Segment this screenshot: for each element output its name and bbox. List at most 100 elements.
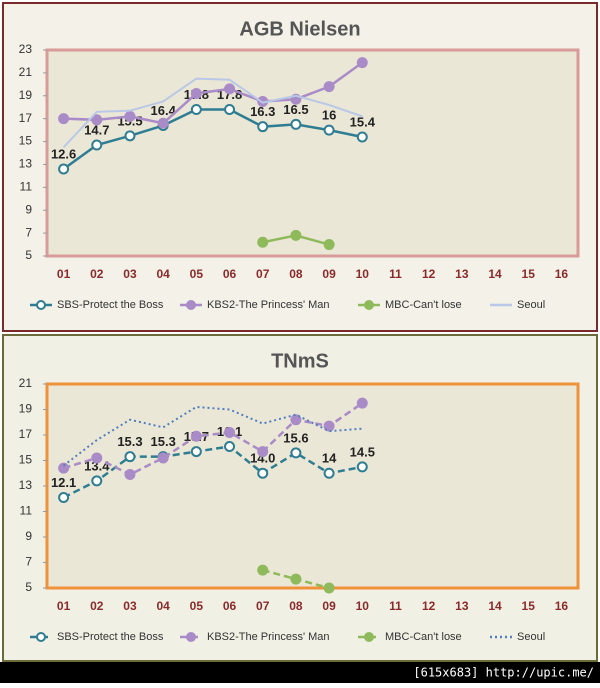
data-point [290, 229, 302, 241]
data-point [356, 131, 368, 143]
data-label: 14.7 [84, 122, 109, 137]
x-tick-label: 01 [57, 599, 71, 613]
data-label: 16 [322, 108, 336, 123]
data-point [91, 114, 103, 126]
data-point [91, 475, 103, 487]
data-point [290, 573, 302, 585]
data-point [124, 451, 136, 463]
x-tick-label: 04 [156, 599, 170, 613]
x-tick-label: 15 [522, 267, 536, 281]
data-point [356, 57, 368, 69]
data-label: 12.6 [51, 146, 76, 161]
data-point [290, 118, 302, 130]
x-tick-label: 11 [389, 599, 402, 613]
data-point [224, 83, 236, 95]
series-line [62, 108, 363, 171]
data-point [190, 446, 202, 458]
x-tick-label: 14 [488, 267, 502, 281]
x-tick-label: 16 [555, 599, 569, 613]
legend-label: SBS-Protect the Boss [57, 631, 164, 643]
x-tick-label: 09 [322, 599, 336, 613]
x-tick-label: 10 [356, 599, 370, 613]
data-point [190, 87, 202, 99]
x-tick-label: 11 [389, 267, 402, 281]
data-label: 12.1 [51, 475, 76, 490]
series-line [63, 402, 363, 476]
y-tick-label: 5 [25, 580, 32, 594]
data-point [91, 139, 103, 151]
y-tick-label: 9 [25, 529, 32, 543]
y-tick-label: 7 [25, 555, 32, 569]
x-tick-label: 16 [555, 267, 569, 281]
data-point [257, 467, 269, 479]
data-label: 16.3 [250, 104, 275, 119]
data-point [91, 452, 103, 464]
data-point [257, 446, 269, 458]
y-tick-label: 23 [19, 42, 33, 56]
y-tick-label: 7 [25, 225, 32, 239]
x-tick-label: 13 [455, 267, 469, 281]
data-point [323, 239, 335, 251]
data-point [290, 414, 302, 426]
data-label: 15.6 [283, 430, 308, 445]
data-point [323, 467, 335, 479]
y-tick-label: 13 [19, 478, 33, 492]
data-point [224, 440, 236, 452]
footer: [615x683] http://upic.me/ [413, 666, 594, 680]
series-line [63, 61, 364, 125]
legend-marker [364, 632, 374, 642]
x-tick-label: 01 [57, 267, 71, 281]
x-tick-label: 08 [289, 599, 303, 613]
data-label: 15.3 [151, 434, 176, 449]
legend-label: Seoul [517, 299, 545, 311]
y-tick-label: 21 [19, 376, 33, 390]
data-point [257, 236, 269, 248]
data-point [124, 469, 136, 481]
y-tick-label: 9 [25, 202, 32, 216]
series-line [62, 77, 363, 148]
x-tick-label: 07 [256, 599, 270, 613]
data-point [323, 582, 335, 594]
legend-marker [364, 300, 374, 310]
data-point [58, 462, 70, 474]
data-point [190, 430, 202, 442]
y-tick-label: 15 [19, 134, 33, 148]
legend-marker [36, 632, 46, 642]
x-tick-label: 12 [422, 267, 436, 281]
data-point [58, 113, 70, 125]
data-point [224, 104, 236, 116]
y-tick-label: 19 [19, 402, 33, 416]
data-point [58, 491, 70, 503]
data-label: 16.5 [283, 102, 308, 117]
data-point [157, 452, 169, 464]
y-tick-label: 11 [20, 504, 33, 518]
x-tick-label: 05 [190, 599, 204, 613]
data-point [290, 447, 302, 459]
y-tick-label: 5 [25, 248, 32, 262]
legend-label: KBS2-The Princess' Man [207, 299, 330, 311]
x-tick-label: 10 [356, 267, 370, 281]
y-tick-label: 17 [19, 111, 33, 125]
x-tick-label: 03 [123, 599, 137, 613]
series-line [63, 445, 363, 499]
legend-marker [186, 300, 196, 310]
data-point [323, 124, 335, 136]
y-tick-label: 19 [19, 88, 33, 102]
x-tick-label: 02 [90, 267, 104, 281]
x-tick-label: 09 [322, 267, 336, 281]
data-point [157, 117, 169, 129]
data-point [356, 397, 368, 409]
data-label: 14.0 [250, 451, 275, 466]
legend-label: MBC-Can't lose [385, 299, 462, 311]
legend-label: SBS-Protect the Boss [57, 299, 164, 311]
y-tick-label: 15 [19, 453, 33, 467]
plot-area [45, 382, 580, 590]
x-tick-label: 12 [422, 599, 436, 613]
data-point [323, 81, 335, 93]
chart-title: AGB Nielsen [239, 18, 360, 40]
footer-bar [0, 662, 600, 683]
x-tick-label: 15 [522, 599, 536, 613]
legend-label: Seoul [517, 631, 545, 643]
data-label: 15.3 [117, 434, 142, 449]
